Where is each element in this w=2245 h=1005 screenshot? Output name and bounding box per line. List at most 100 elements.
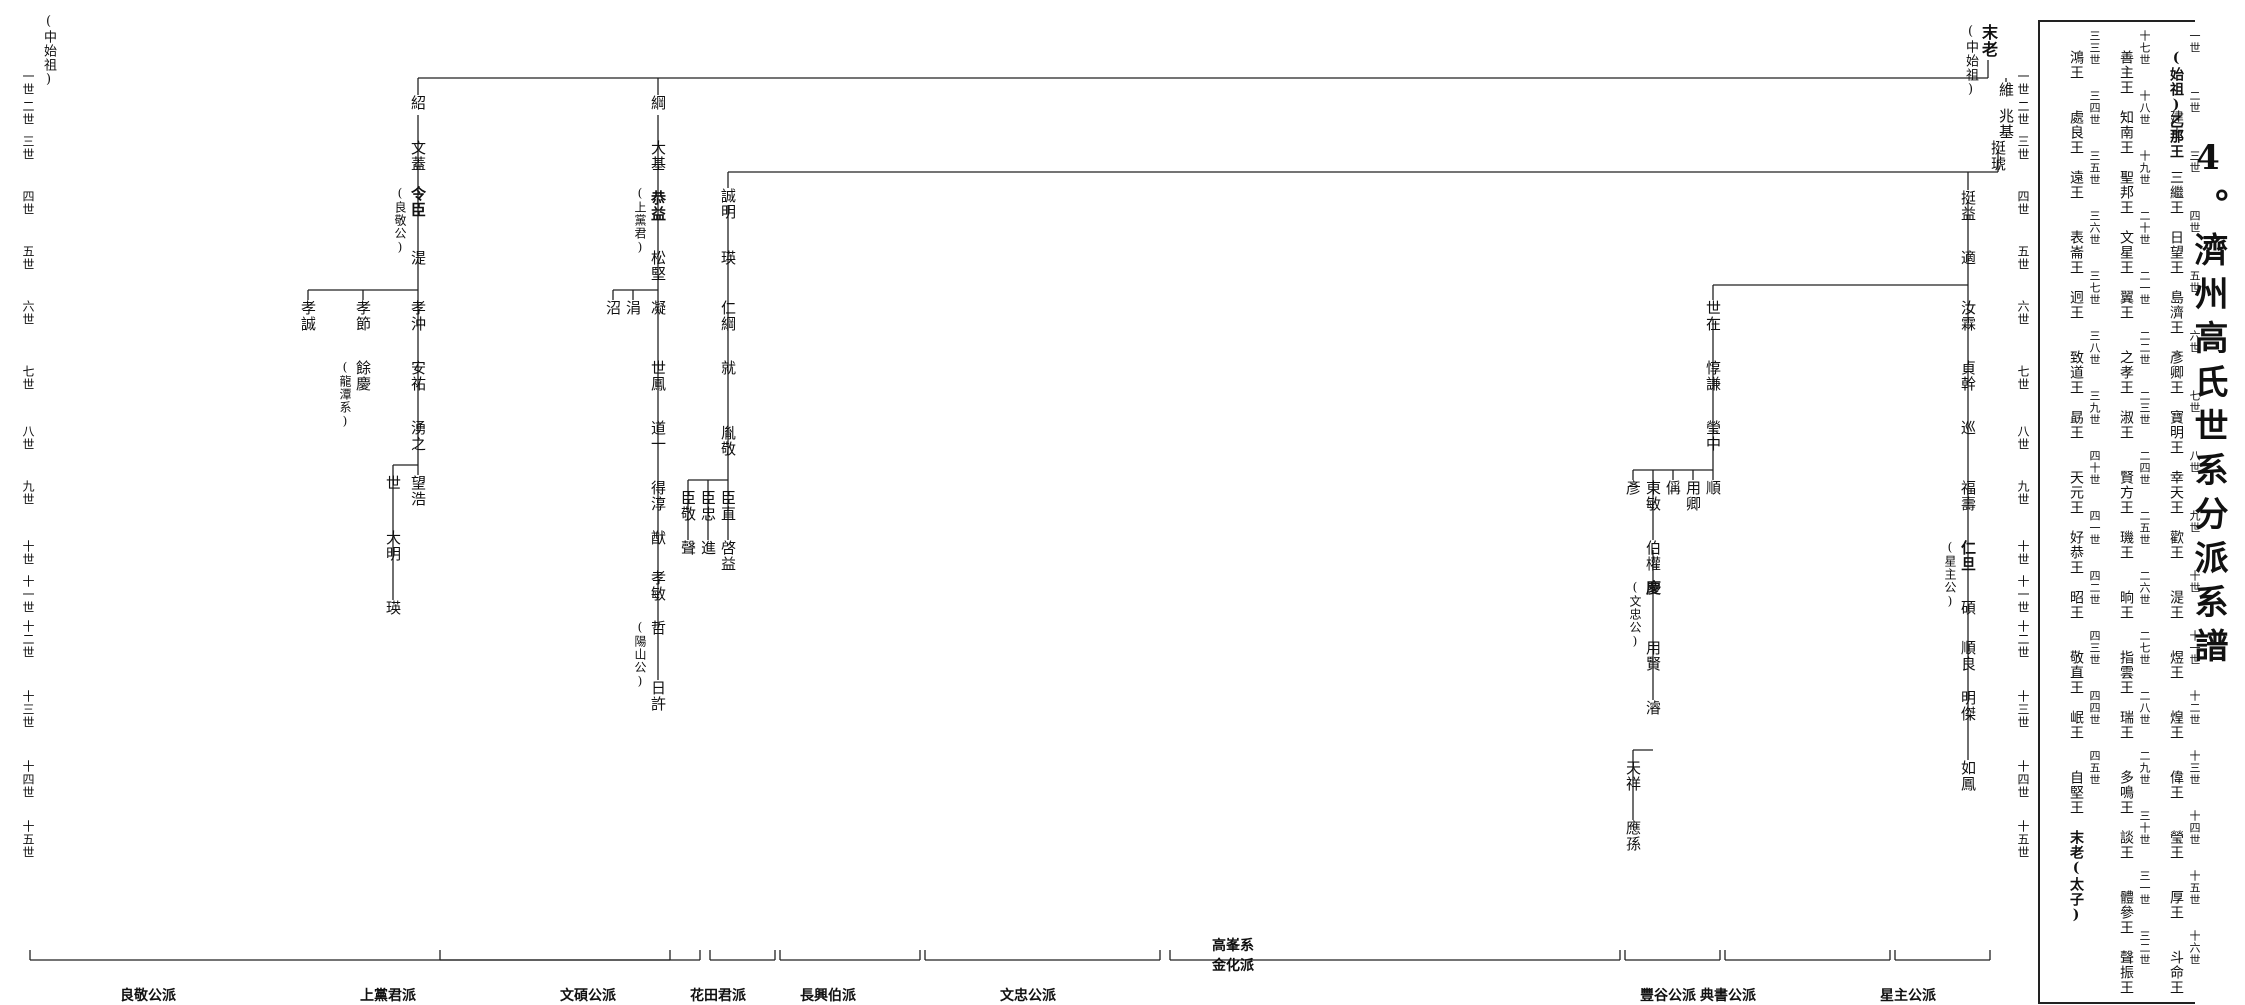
person-name: 濬 [1644, 700, 1662, 716]
king-name: 自堅王 [2068, 770, 2084, 815]
king-name: 幸天王 [2168, 470, 2184, 515]
king-generation: 九世 [2188, 510, 2201, 534]
king-name: 賢方王 [2118, 470, 2134, 515]
branch-section-label: 典書公派 [1700, 988, 1756, 1004]
king-generation: 三六世 [2088, 210, 2101, 246]
king-generation: 三四世 [2088, 90, 2101, 126]
branch-section-label: 文碩公派 [560, 988, 616, 1004]
generation-label: 五世 [2016, 245, 2030, 271]
king-generation: 二三世 [2138, 390, 2151, 426]
person-name: 綱 [649, 95, 667, 111]
king-name: 致道王 [2068, 350, 2084, 395]
king-generation: 二八世 [2138, 690, 2151, 726]
person-note: (文忠公) [1628, 580, 1642, 649]
king-generation: 四三世 [2088, 630, 2101, 666]
king-generation: 二一世 [2138, 270, 2151, 306]
king-name: 迥王 [2068, 290, 2084, 320]
king-name: 聲振王 [2118, 950, 2134, 995]
generation-label: 十三世 [21, 690, 35, 729]
king-name: 好恭王 [2068, 530, 2084, 575]
generation-label: 九世 [2016, 480, 2030, 506]
king-generation: 三七世 [2088, 270, 2101, 306]
branch-section-label: 高峯系 [1212, 938, 1254, 954]
person-name: 碩 [1959, 600, 1977, 616]
king-generation: 四五世 [2088, 750, 2101, 786]
generation-label: 五世 [21, 245, 35, 271]
person-note: (陽山公) [633, 620, 647, 689]
king-generation: 二五世 [2138, 510, 2151, 546]
person-name: 天祥 [1624, 760, 1642, 792]
person-name: 汝霖 [1959, 300, 1977, 332]
branch-section-label: 長興伯派 [800, 988, 856, 1004]
generation-label: 十三世 [2016, 690, 2030, 729]
king-generation: 六世 [2188, 330, 2201, 354]
generation-label: 十五世 [21, 820, 35, 859]
king-name: 歡王 [2168, 530, 2184, 560]
person-name: 大基 [649, 140, 667, 172]
king-generation: 十一世 [2188, 630, 2201, 666]
person-name: 文蓋 [409, 140, 427, 172]
person-name: 用賢 [1644, 640, 1662, 672]
generation-label: 一世 [2016, 70, 2030, 96]
king-name: 岷王 [2068, 710, 2084, 740]
king-generation: 四一世 [2088, 510, 2101, 546]
king-name: 知南王 [2118, 110, 2134, 155]
king-name: 之孝王 [2118, 350, 2134, 395]
king-name: 偉王 [2168, 770, 2184, 800]
root-ancestor: 末老 [1979, 24, 1998, 58]
king-generation: 一世 [2188, 30, 2201, 54]
person-name: 猷 [649, 530, 667, 546]
king-generation: 二四世 [2138, 450, 2151, 486]
king-generation: 二七世 [2138, 630, 2151, 666]
person-name: 道一 [649, 420, 667, 452]
king-generation: 三三世 [2088, 30, 2101, 66]
king-name: 建王 [2168, 110, 2184, 140]
king-generation: 三二世 [2138, 930, 2151, 966]
branch-section-label: 星主公派 [1880, 988, 1936, 1004]
person-name: 臣忠 [699, 490, 717, 522]
king-name: 煜王 [2168, 650, 2184, 680]
person-name: 啓益 [719, 540, 737, 572]
generation-label: 十世 [2016, 540, 2030, 566]
king-name: 湜王 [2168, 590, 2184, 620]
king-generation: 四十世 [2088, 450, 2101, 486]
person-name: 安祐 [409, 360, 427, 392]
person-note: (良敬公) [393, 186, 407, 255]
person-name: 紹 [409, 95, 427, 111]
king-generation: 三十世 [2138, 810, 2151, 846]
generation-label: 三世 [2016, 135, 2030, 161]
generation-label: 十一世 [21, 575, 35, 614]
king-name: 淑王 [2118, 410, 2134, 440]
king-name: 昭王 [2068, 590, 2084, 620]
person-name: 瑩中 [1704, 420, 1722, 452]
king-generation: 四四世 [2088, 690, 2101, 726]
person-name: 挺琥 [1989, 140, 2007, 172]
king-name: 鴻王 [2068, 50, 2084, 80]
person-name: 聲 [679, 540, 697, 556]
person-name: 貞幹 [1959, 360, 1977, 392]
king-name: 處良王 [2068, 110, 2084, 155]
king-generation: 十世 [2188, 570, 2201, 594]
generation-label: 十世 [21, 540, 35, 566]
branch-section-label: 良敬公派 [120, 988, 176, 1004]
branch-section-label: 花田君派 [690, 988, 746, 1004]
king-name: 末老(太子) [2068, 830, 2084, 924]
king-generation: 十九世 [2138, 150, 2151, 186]
person-name: 東敏 [1644, 480, 1662, 512]
king-name: 晌王 [2118, 590, 2134, 620]
person-name: 順良 [1959, 640, 1977, 672]
king-name: 日望王 [2168, 230, 2184, 275]
generation-label: 七世 [2016, 365, 2030, 391]
king-generation: 三五世 [2088, 150, 2101, 186]
king-name: (始祖)乙那王 [2168, 50, 2184, 159]
king-name: 瑞王 [2118, 710, 2134, 740]
generation-label: 四世 [2016, 190, 2030, 216]
generation-label: 十四世 [2016, 760, 2030, 799]
person-name: 用卿 [1684, 480, 1702, 512]
person-name: 瑛 [719, 250, 737, 266]
gen2-person: 兆基 [1997, 108, 2015, 140]
generation-label: 九世 [21, 480, 35, 506]
person-name: 凝 [649, 300, 667, 316]
